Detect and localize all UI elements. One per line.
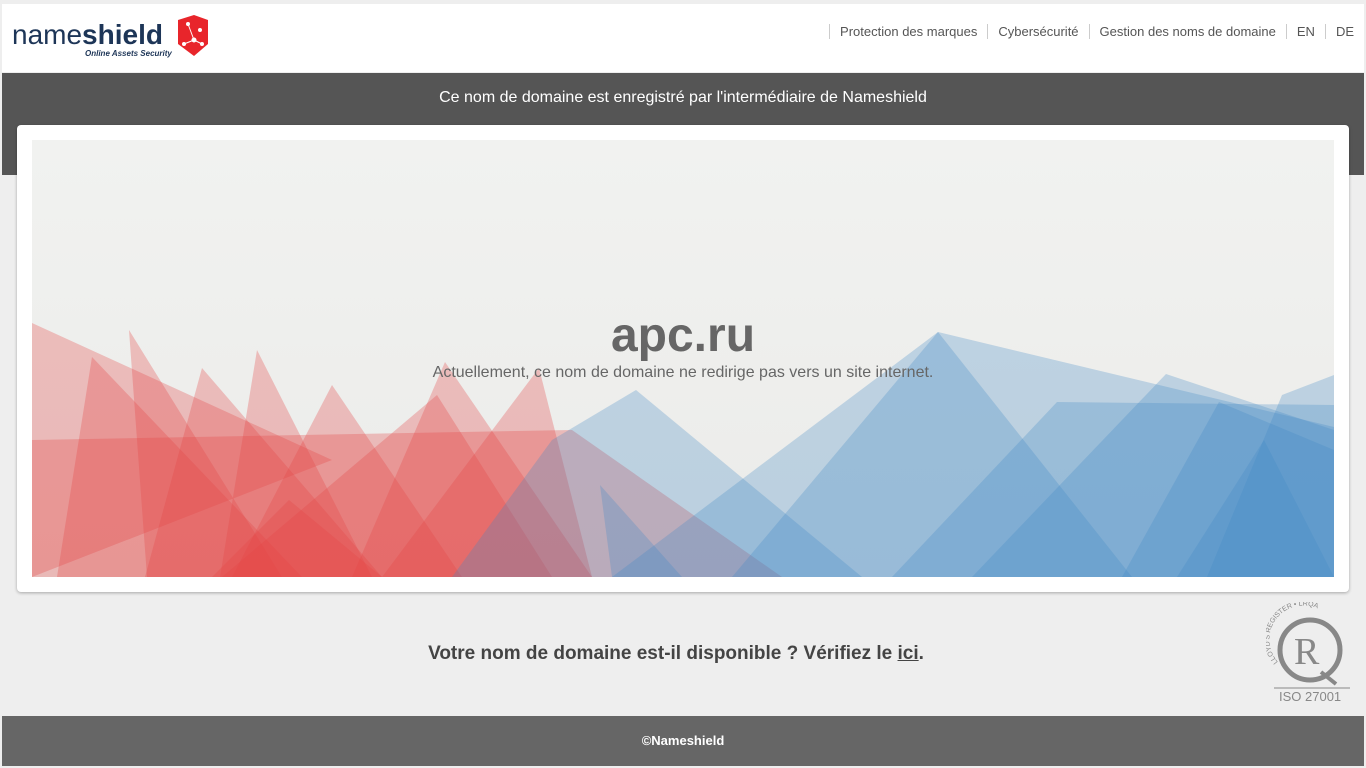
availability-suffix: . [918,643,924,664]
footer-copyright: ©Nameshield [2,716,1364,766]
svg-text:Online Assets Security: Online Assets Security [85,49,172,58]
hero-card: apc.ru Actuellement, ce nom de domaine n… [17,125,1349,592]
svg-text:nameshield: nameshield [12,19,163,50]
top-nav: Protection des marques Cybersécurité Ges… [829,24,1364,39]
no-redirect-message: Actuellement, ce nom de domaine ne redir… [432,364,934,381]
check-here-link[interactable]: ici [897,643,919,664]
lang-de[interactable]: DE [1324,24,1364,39]
hero-image: apc.ru Actuellement, ce nom de domaine n… [32,140,1334,577]
iso-certification-badge: LLOYD'S REGISTER • LRQA R ISO 27001 [1266,602,1350,704]
nav-cybersecurity[interactable]: Cybersécurité [987,24,1088,39]
svg-text:ISO 27001: ISO 27001 [1279,689,1341,704]
nav-brand-protection[interactable]: Protection des marques [829,24,987,39]
svg-text:R: R [1294,631,1320,673]
domain-name: apc.ru [610,309,756,362]
availability-check: Votre nom de domaine est-il disponible ?… [0,643,1352,665]
polygon-background [32,323,1334,577]
nameshield-logo[interactable]: nameshield Online Assets Security [12,14,212,60]
nav-domain-management[interactable]: Gestion des noms de domaine [1088,24,1286,39]
lang-en[interactable]: EN [1285,24,1325,39]
registrar-banner: Ce nom de domaine est enregistré par l'i… [2,73,1364,123]
header: nameshield Online Assets Security Protec… [2,4,1364,72]
availability-text: Votre nom de domaine est-il disponible ?… [428,643,898,664]
